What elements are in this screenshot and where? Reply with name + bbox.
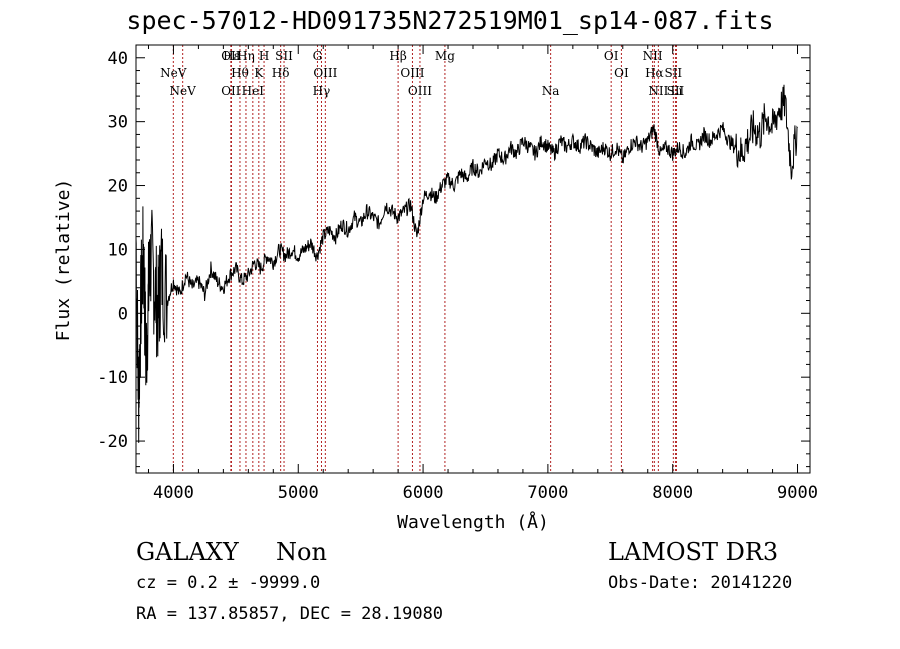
line-label: Mg (435, 49, 455, 63)
x-axis-label: Wavelength (Å) (397, 511, 549, 533)
line-label: OI (604, 49, 619, 63)
y-tick-label: -10 (97, 368, 128, 388)
redshift-cz: cz = 0.2 ± -9999.0 (136, 573, 321, 593)
line-label: OI (614, 66, 629, 80)
y-tick-label: 20 (108, 177, 128, 197)
y-tick-label: 10 (108, 240, 128, 260)
line-label: OIII (408, 84, 432, 98)
sky-coordinates: RA = 137.85857, DEC = 28.19080 (136, 604, 444, 624)
chart-title: spec-57012-HD091735N272519M01_sp14-087.f… (126, 6, 774, 35)
line-label: Hθ (231, 66, 249, 80)
line-label: HeI (242, 84, 265, 98)
x-tick-label: 7000 (527, 483, 568, 503)
emission-line-markers (172, 45, 677, 473)
object-class: GALAXY (136, 538, 239, 566)
line-label: Hη (237, 49, 255, 63)
y-tick-label: 40 (108, 49, 128, 69)
x-tick-label: 9000 (777, 483, 818, 503)
x-tick-label: 5000 (278, 483, 319, 503)
line-label: Na (542, 84, 560, 98)
line-label: SII (664, 66, 682, 80)
plot-frame (135, 44, 811, 474)
line-label: OII (221, 49, 241, 63)
line-label: SII (275, 49, 293, 63)
line-label: Hδ (272, 66, 290, 80)
x-axis-ticks: 4000 5000 6000 7000 8000 9000 (147, 45, 818, 503)
y-axis-label: Flux (relative) (53, 179, 74, 342)
line-label: Hε (223, 49, 240, 63)
line-label: NeV (170, 84, 197, 98)
line-label: Hγ (313, 84, 331, 98)
x-tick-label: 6000 (403, 483, 444, 503)
y-axis-ticks: -20 -10 0 10 20 30 40 (97, 44, 810, 468)
x-tick-label: 4000 (153, 483, 194, 503)
y-tick-label: 30 (108, 113, 128, 133)
line-label: G (313, 49, 323, 63)
line-label: OII (221, 84, 241, 98)
flux-series-line (135, 84, 798, 443)
line-label: NII (643, 49, 663, 63)
line-label: Hα (645, 66, 664, 80)
line-label: H (259, 49, 269, 63)
y-tick-label: 0 (118, 304, 128, 324)
line-label: NII (648, 84, 668, 98)
y-tick-label: -20 (97, 432, 128, 452)
line-label: Li (671, 84, 683, 98)
line-label: OIII (400, 66, 424, 80)
line-label: NeV (160, 66, 187, 80)
x-tick-label: 8000 (652, 483, 693, 503)
observation-date: Obs-Date: 20141220 (608, 573, 793, 593)
survey-name: LAMOST DR3 (608, 538, 779, 566)
line-label: Hβ (389, 49, 406, 63)
line-label: K (254, 66, 264, 80)
line-label: SII (667, 84, 685, 98)
object-subclass: Non (276, 538, 327, 566)
line-label: OIII (313, 66, 337, 80)
